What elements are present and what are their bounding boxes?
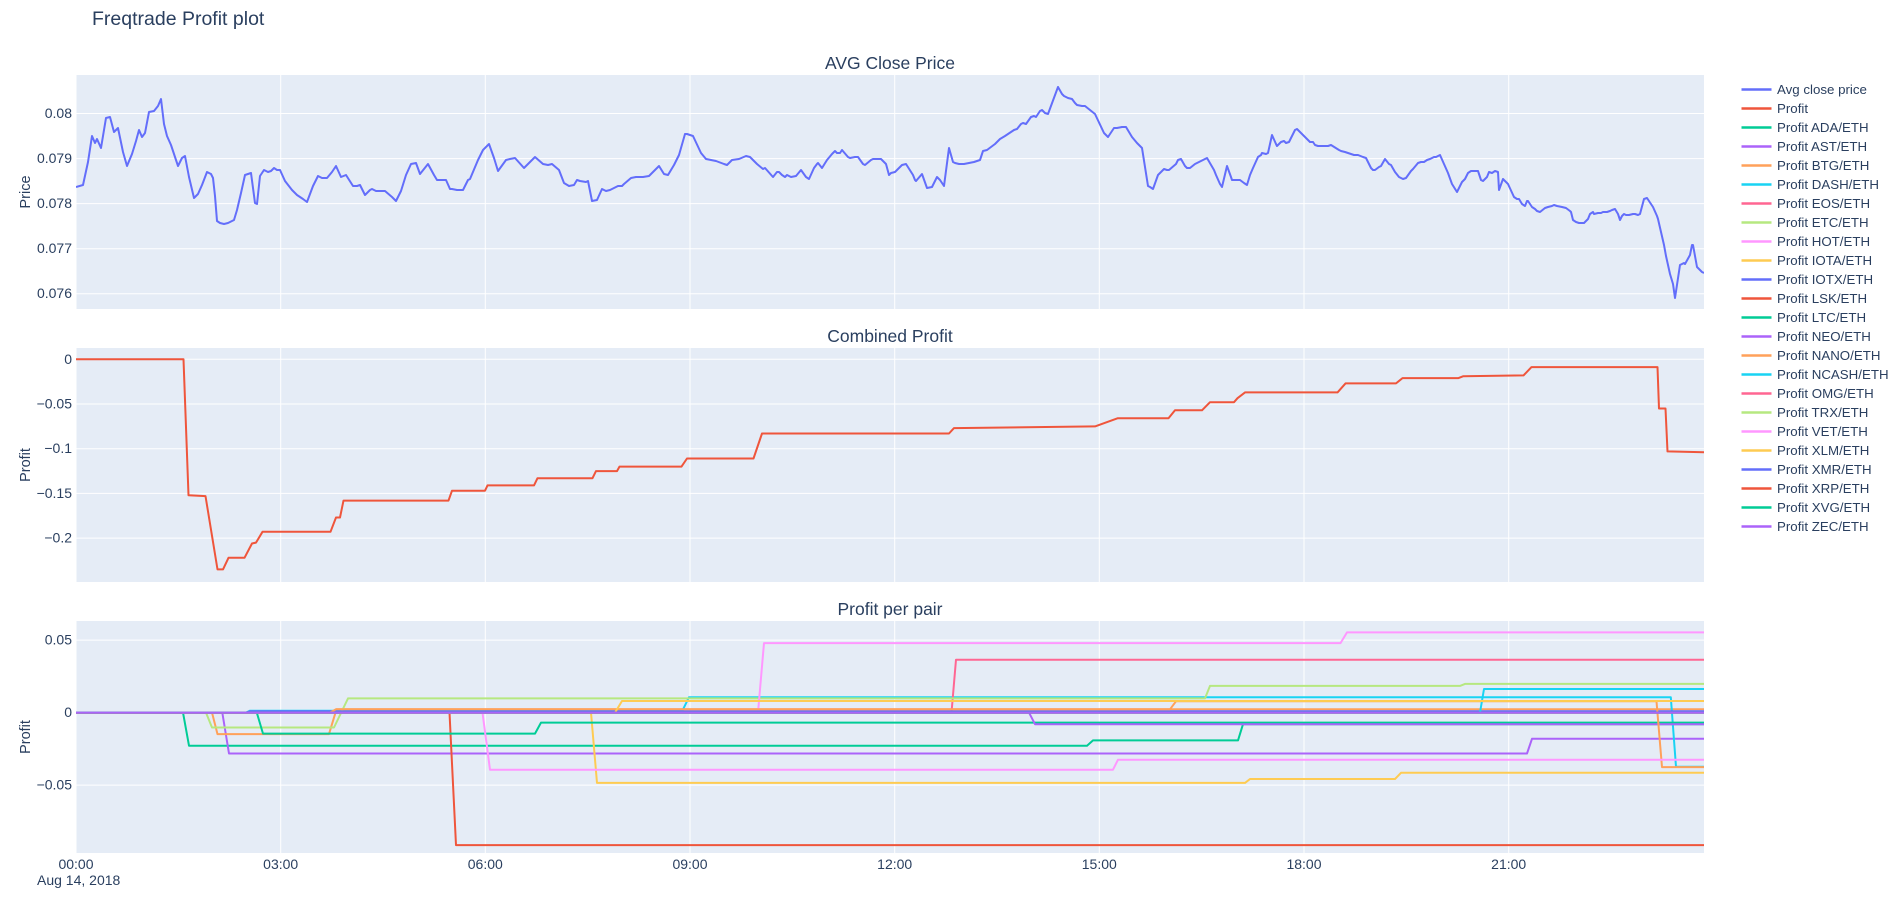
svg-text:21:00: 21:00	[1491, 856, 1526, 872]
svg-text:Profit LSK/ETH: Profit LSK/ETH	[1777, 291, 1867, 306]
svg-text:Profit NCASH/ETH: Profit NCASH/ETH	[1777, 367, 1889, 382]
svg-text:0.08: 0.08	[45, 105, 72, 121]
svg-text:Combined Profit: Combined Profit	[827, 326, 953, 346]
svg-text:Profit NEO/ETH: Profit NEO/ETH	[1777, 329, 1871, 344]
svg-text:Profit OMG/ETH: Profit OMG/ETH	[1777, 386, 1874, 401]
svg-text:00:00: 00:00	[58, 856, 93, 872]
svg-text:06:00: 06:00	[468, 856, 503, 872]
svg-text:0.077: 0.077	[37, 240, 72, 256]
svg-text:Profit: Profit	[1777, 101, 1808, 116]
svg-text:−0.1: −0.1	[44, 440, 72, 456]
svg-text:AVG Close Price: AVG Close Price	[825, 53, 955, 73]
svg-text:Profit DASH/ETH: Profit DASH/ETH	[1777, 177, 1879, 192]
svg-text:Profit: Profit	[18, 720, 34, 754]
svg-text:Profit EOS/ETH: Profit EOS/ETH	[1777, 196, 1870, 211]
svg-text:−0.2: −0.2	[44, 530, 72, 546]
svg-text:Profit XVG/ETH: Profit XVG/ETH	[1777, 500, 1870, 515]
svg-text:Profit IOTX/ETH: Profit IOTX/ETH	[1777, 272, 1873, 287]
svg-text:0: 0	[64, 351, 72, 367]
svg-text:Profit NANO/ETH: Profit NANO/ETH	[1777, 348, 1880, 363]
svg-text:12:00: 12:00	[877, 856, 912, 872]
svg-text:Price: Price	[18, 175, 34, 208]
svg-text:0.076: 0.076	[37, 285, 72, 301]
svg-text:−0.05: −0.05	[37, 396, 73, 412]
svg-text:−0.15: −0.15	[37, 485, 73, 501]
svg-text:Profit VET/ETH: Profit VET/ETH	[1777, 424, 1868, 439]
svg-text:0.05: 0.05	[45, 632, 72, 648]
svg-text:Profit TRX/ETH: Profit TRX/ETH	[1777, 405, 1868, 420]
svg-text:18:00: 18:00	[1286, 856, 1321, 872]
svg-text:Profit: Profit	[18, 448, 34, 482]
svg-text:Profit ADA/ETH: Profit ADA/ETH	[1777, 120, 1869, 135]
svg-text:Profit HOT/ETH: Profit HOT/ETH	[1777, 234, 1870, 249]
svg-text:Profit LTC/ETH: Profit LTC/ETH	[1777, 310, 1866, 325]
svg-text:15:00: 15:00	[1082, 856, 1117, 872]
svg-text:Profit ETC/ETH: Profit ETC/ETH	[1777, 215, 1869, 230]
svg-text:Profit XMR/ETH: Profit XMR/ETH	[1777, 462, 1872, 477]
svg-text:Profit XLM/ETH: Profit XLM/ETH	[1777, 443, 1869, 458]
svg-text:Profit AST/ETH: Profit AST/ETH	[1777, 139, 1867, 154]
svg-text:−0.05: −0.05	[37, 777, 73, 793]
svg-text:Profit per pair: Profit per pair	[837, 599, 942, 619]
svg-text:Freqtrade Profit plot: Freqtrade Profit plot	[92, 8, 265, 30]
svg-text:Avg close price: Avg close price	[1777, 82, 1867, 97]
svg-text:03:00: 03:00	[263, 856, 298, 872]
svg-text:Profit ZEC/ETH: Profit ZEC/ETH	[1777, 519, 1869, 534]
svg-text:0: 0	[64, 704, 72, 720]
svg-text:Profit XRP/ETH: Profit XRP/ETH	[1777, 481, 1869, 496]
svg-text:Aug 14, 2018: Aug 14, 2018	[37, 872, 121, 888]
svg-text:Profit IOTA/ETH: Profit IOTA/ETH	[1777, 253, 1872, 268]
svg-text:09:00: 09:00	[672, 856, 707, 872]
svg-text:0.078: 0.078	[37, 195, 72, 211]
svg-text:Profit BTG/ETH: Profit BTG/ETH	[1777, 158, 1869, 173]
svg-text:0.079: 0.079	[37, 150, 72, 166]
